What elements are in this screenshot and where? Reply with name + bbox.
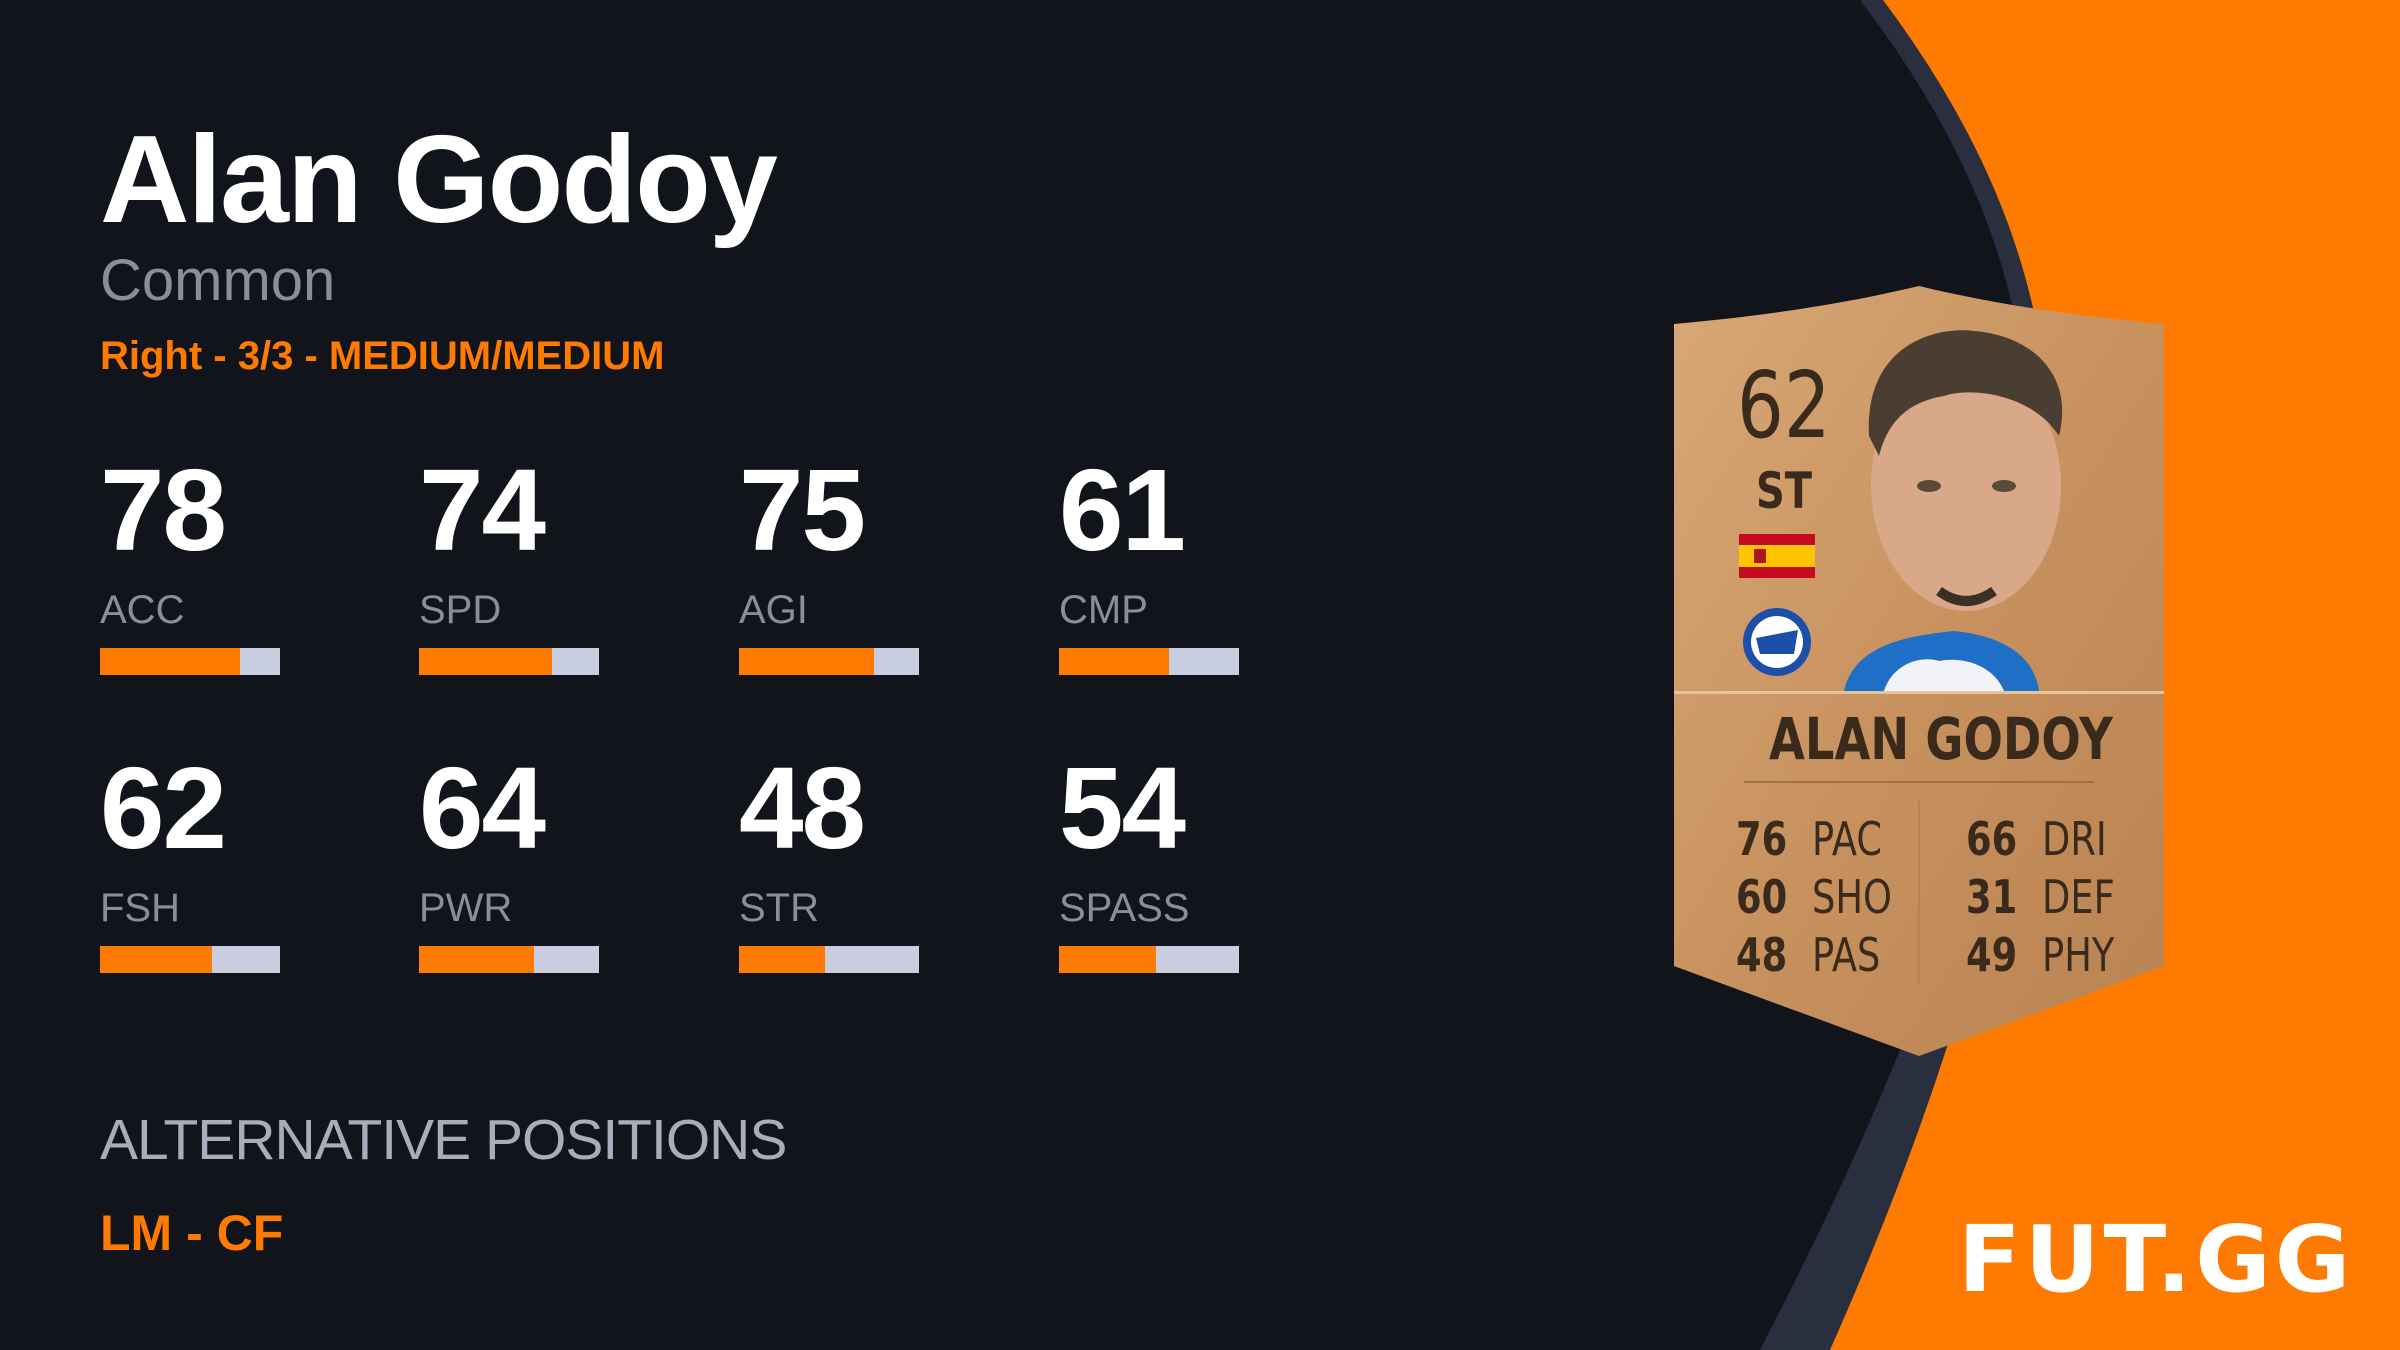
stat-value: 74 xyxy=(419,445,546,575)
stat-bar xyxy=(1059,946,1239,973)
alternative-positions-heading: ALTERNATIVE POSITIONS xyxy=(100,1108,787,1172)
stat-spass: 54 SPASS xyxy=(1059,750,1259,973)
stat-bar-fill xyxy=(100,946,212,973)
card-player-name: ALAN GODOY xyxy=(1769,705,2113,773)
stat-str: 48 STR xyxy=(739,750,939,973)
card-stat-label: PAS xyxy=(1812,928,1881,982)
card-stat-label: PHY xyxy=(2042,928,2115,982)
card-rating: 62 xyxy=(1737,352,1831,459)
card-stat-label: PAC xyxy=(1812,812,1883,866)
card-stat-value: 76 xyxy=(1736,812,1788,866)
stat-label: FSH xyxy=(100,886,180,930)
card-stat-label: DRI xyxy=(2042,812,2107,866)
stat-bar xyxy=(739,946,919,973)
stat-bar xyxy=(739,648,919,675)
stat-value: 64 xyxy=(419,743,546,873)
stat-bar-fill xyxy=(739,648,874,675)
stat-value: 48 xyxy=(739,743,866,873)
stat-value: 75 xyxy=(739,445,866,575)
stat-bar-fill xyxy=(1059,648,1169,675)
stat-bar-fill xyxy=(419,648,553,675)
stat-label: CMP xyxy=(1059,588,1148,632)
stat-fsh: 62 FSH xyxy=(100,750,300,973)
player-card: 62 ST ALAN GODOY 76 PAC 60 SHO 48 PAS 66 D… xyxy=(1674,286,2164,1056)
card-stat-value: 49 xyxy=(1966,928,2018,982)
card-stat-label: SHO xyxy=(1812,870,1892,924)
stat-bar xyxy=(419,946,599,973)
stat-value: 78 xyxy=(100,445,227,575)
alternative-positions-value: LM - CF xyxy=(100,1205,284,1261)
stat-bar-fill xyxy=(419,946,535,973)
card-stat-value: 66 xyxy=(1966,812,2018,866)
stat-label: STR xyxy=(739,886,819,930)
card-stat-label: DEF xyxy=(2042,870,2115,924)
stat-pwr: 64 PWR xyxy=(419,750,619,973)
foot-skill-workrate: Right - 3/3 - MEDIUM/MEDIUM xyxy=(100,334,665,378)
spain-flag-icon xyxy=(1739,534,1815,578)
stat-bar-fill xyxy=(739,946,826,973)
card-stat-value: 60 xyxy=(1736,870,1788,924)
stat-bar xyxy=(1059,648,1239,675)
card-position: ST xyxy=(1756,462,1813,520)
stat-label: ACC xyxy=(100,588,185,632)
futgg-logo: FUT.GG xyxy=(1958,1206,2355,1313)
card-stat-value: 48 xyxy=(1736,928,1788,982)
stat-value: 62 xyxy=(100,743,227,873)
stat-label: SPD xyxy=(419,588,502,632)
stat-value: 54 xyxy=(1059,743,1186,873)
stat-bar-fill xyxy=(1059,946,1157,973)
player-rarity: Common xyxy=(100,248,336,313)
stat-value: 61 xyxy=(1059,445,1186,575)
player-name: Alan Godoy xyxy=(100,111,778,249)
stat-spd: 74 SPD xyxy=(419,452,619,675)
card-stat-value: 31 xyxy=(1966,870,2018,924)
stat-label: PWR xyxy=(419,886,513,930)
stat-label: AGI xyxy=(739,588,808,632)
stat-label: SPASS xyxy=(1059,886,1190,930)
player-portrait xyxy=(1844,330,2063,691)
alaves-crest-icon xyxy=(1743,608,1811,676)
stat-bar xyxy=(100,648,280,675)
stat-acc: 78 ACC xyxy=(100,452,300,675)
stat-cmp: 61 CMP xyxy=(1059,452,1259,675)
stat-bar xyxy=(419,648,599,675)
card-name-divider xyxy=(1674,691,2164,694)
stat-bar-fill xyxy=(100,648,241,675)
stat-agi: 75 AGI xyxy=(739,452,939,675)
stat-bar xyxy=(100,946,280,973)
